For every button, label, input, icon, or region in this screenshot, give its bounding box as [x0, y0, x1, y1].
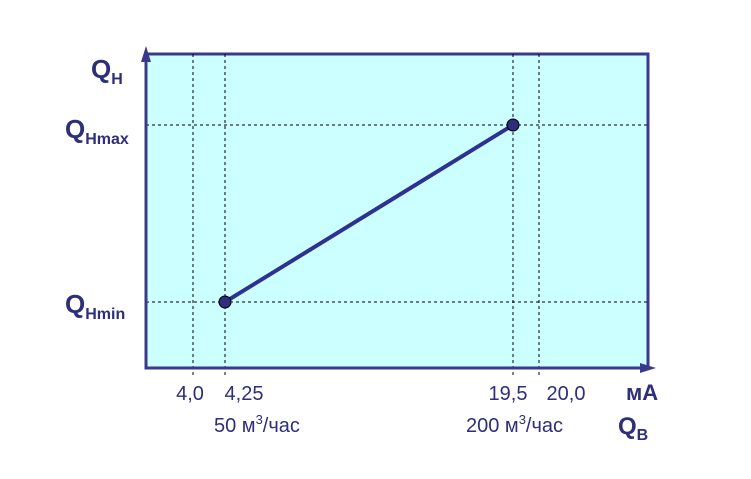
- flow-min-suffix: /час: [263, 415, 300, 437]
- x-tick-4-25: 4,25: [225, 383, 264, 405]
- y-label-max-sub: Нmax: [85, 131, 129, 148]
- y-label-min: QНmin: [65, 289, 125, 323]
- y-axis-label-main: Q: [91, 54, 111, 84]
- y-axis-arrow-icon: [141, 46, 151, 62]
- flow-max-prefix: 200 м: [466, 415, 519, 437]
- flow-min-label: 50 м3/час: [214, 412, 300, 437]
- flow-max-label: 200 м3/час: [466, 412, 563, 437]
- y-label-min-sub: Нmin: [85, 306, 125, 323]
- y-label-max: QНmax: [65, 114, 129, 148]
- guide-lines: [146, 54, 648, 378]
- y-axis-label: QН: [91, 54, 123, 88]
- flow-min-sup: 3: [256, 412, 263, 427]
- point-min: [218, 295, 232, 309]
- x-axis-unit: мА: [626, 380, 658, 405]
- plot-area: [144, 52, 650, 370]
- x-axis-label-sub: В: [637, 427, 649, 444]
- flow-min-prefix: 50 м: [214, 415, 256, 437]
- x-tick-19-5: 19,5: [489, 383, 528, 405]
- series-line: [223, 123, 515, 304]
- x-axis-label-main: Q: [618, 413, 637, 440]
- flow-max-sup: 3: [519, 412, 526, 427]
- x-axis-arrow-icon: [640, 363, 656, 373]
- flow-max-suffix: /час: [526, 415, 563, 437]
- y-label-min-main: Q: [65, 289, 85, 319]
- x-axis-label: QВ: [618, 413, 648, 444]
- y-axis-label-sub: Н: [111, 71, 123, 88]
- x-tick-20-0: 20,0: [547, 383, 586, 405]
- x-tick-4-0: 4,0: [176, 383, 204, 405]
- y-label-max-main: Q: [65, 114, 85, 144]
- point-max: [506, 118, 520, 132]
- axes: [141, 46, 656, 373]
